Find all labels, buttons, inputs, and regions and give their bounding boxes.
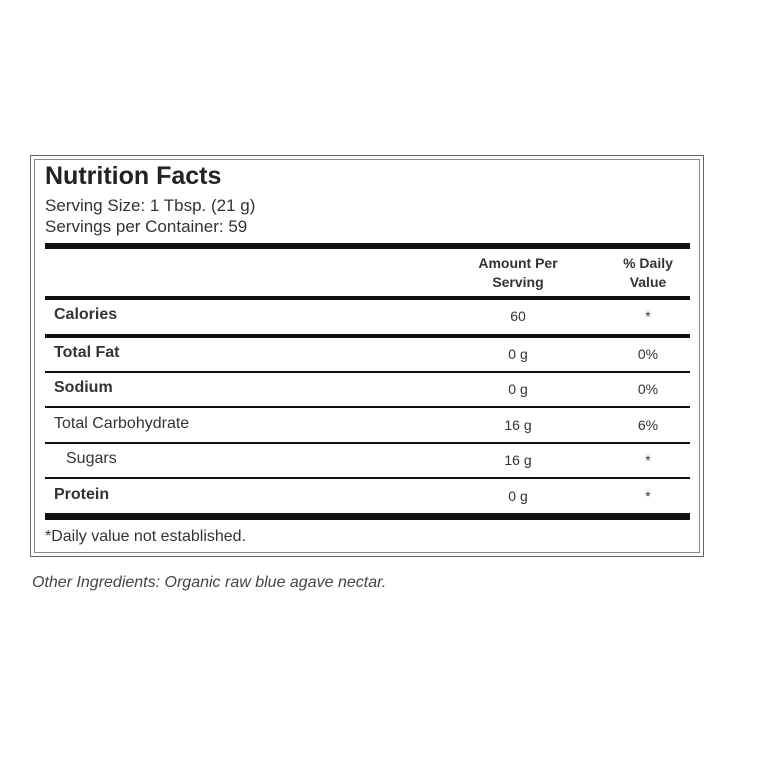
nutrient-daily-value: * (645, 488, 651, 504)
rule (45, 406, 690, 408)
nutrient-name: Protein (54, 486, 110, 503)
rule (45, 442, 690, 444)
rule (45, 477, 690, 479)
serving-size: Serving Size: 1 Tbsp. (21 g) (45, 196, 256, 215)
rule (45, 513, 690, 520)
nutrient-amount: 0 g (508, 488, 528, 504)
nutrient-name: Calories (54, 306, 118, 323)
nutrient-amount: 16 g (504, 452, 532, 468)
footnote: *Daily value not established. (45, 528, 247, 545)
nutrient-daily-value: * (645, 308, 651, 324)
label-box (30, 155, 704, 557)
nutrient-daily-value: 6% (637, 417, 659, 433)
rule (45, 334, 690, 338)
nutrient-daily-value: * (645, 452, 651, 468)
daily-value-header: % Daily Value (623, 255, 673, 290)
nutrient-name: Sugars (66, 450, 117, 467)
nutrient-name: Total Carbohydrate (54, 415, 190, 432)
servings-per-container: Servings per Container: 59 (45, 217, 248, 236)
label-inner-border (34, 159, 700, 553)
amount-header: Amount Per Serving (478, 255, 558, 290)
nutrient-amount: 0 g (508, 381, 528, 397)
rule (45, 296, 690, 300)
label-title: Nutrition Facts (45, 162, 222, 190)
nutrient-amount: 16 g (504, 417, 532, 433)
rule (45, 243, 690, 249)
nutrient-daily-value: 0% (637, 381, 659, 397)
nutrient-name: Total Fat (54, 344, 120, 361)
nutrient-amount: 0 g (508, 346, 528, 362)
nutrient-daily-value: 0% (637, 346, 659, 362)
nutrient-amount: 60 (510, 308, 526, 324)
ingredients: Other Ingredients: Organic raw blue agav… (32, 574, 387, 591)
nutrient-name: Sodium (54, 379, 113, 396)
rule (45, 371, 690, 373)
